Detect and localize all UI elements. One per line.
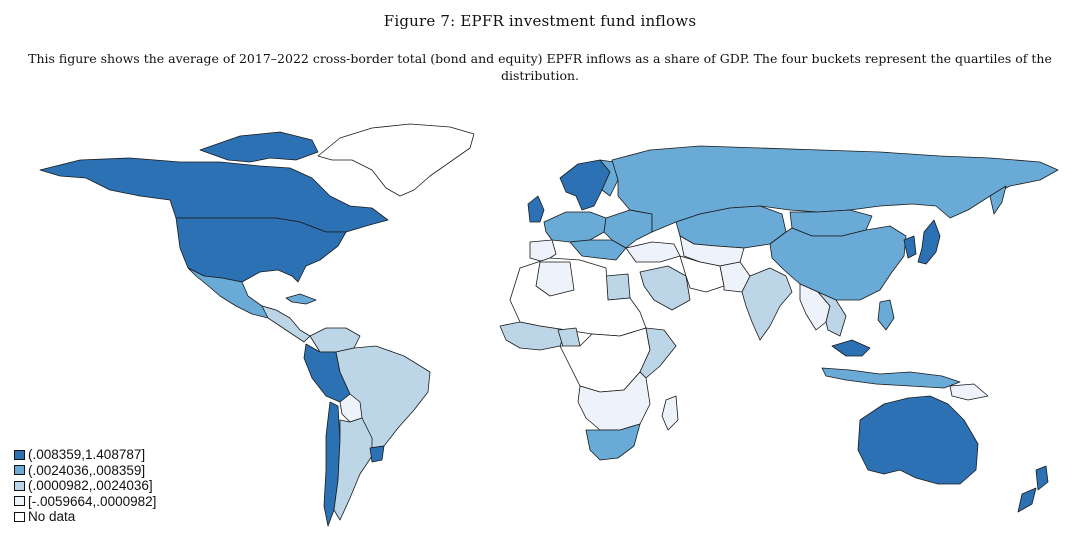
world-choropleth-map	[0, 110, 1080, 546]
region-new-zealand	[1017, 465, 1049, 513]
region-indonesia	[821, 367, 961, 389]
region-algeria-libya	[535, 261, 575, 297]
region-thailand-vietnam	[817, 291, 847, 337]
world-map-svg	[39, 123, 1059, 527]
legend-item-q4: (.008359,1.408787]	[14, 447, 156, 463]
legend-item-no-data: No data	[14, 509, 156, 525]
legend-label-no-data: No data	[28, 509, 76, 524]
legend-label-q2: (.0000982,.0024036]	[28, 478, 153, 493]
map-legend: (.008359,1.408787] (.0024036,.008359] (.…	[14, 447, 156, 525]
region-papua	[949, 383, 989, 401]
region-uruguay	[369, 445, 385, 463]
region-canada-arctic	[199, 131, 319, 163]
region-southern-africa	[577, 371, 651, 431]
legend-label-q3: (.0024036,.008359]	[28, 462, 146, 478]
region-argentina	[333, 417, 373, 521]
region-western-europe	[543, 211, 607, 243]
legend-swatch-q2	[14, 480, 25, 491]
region-turkey	[625, 241, 681, 263]
region-east-africa	[639, 327, 677, 379]
region-far-east	[989, 185, 1007, 215]
legend-item-q1: [-.0059664,.0000982]	[14, 494, 156, 510]
figure-title: Figure 7: EPFR investment fund inflows	[383, 12, 697, 30]
region-philippines	[877, 299, 895, 331]
region-caribbean	[285, 293, 317, 305]
region-saudi-arabia	[639, 265, 691, 311]
region-korea	[903, 235, 917, 259]
legend-swatch-no-data	[14, 511, 25, 522]
legend-swatch-q4	[14, 449, 25, 460]
legend-label-q4: (.008359,1.408787]	[28, 447, 146, 462]
region-uk	[527, 195, 545, 223]
region-egypt	[605, 273, 631, 301]
figure-caption: This figure shows the average of 2017–20…	[28, 51, 1052, 83]
region-canada	[39, 157, 389, 233]
region-south-africa	[585, 423, 641, 461]
region-malaysia	[831, 339, 871, 357]
legend-item-q3: (.0024036,.008359]	[14, 463, 156, 479]
region-madagascar	[661, 395, 679, 431]
region-scandinavia	[559, 159, 611, 211]
legend-label-q1: [-.0059664,.0000982]	[28, 493, 157, 509]
region-southern-europe	[569, 239, 627, 261]
legend-swatch-q3	[14, 465, 25, 476]
legend-swatch-q1	[14, 496, 25, 507]
region-japan	[917, 219, 941, 265]
region-central-america	[261, 305, 311, 343]
region-russia	[611, 145, 1059, 233]
region-australia	[857, 395, 979, 485]
legend-item-q2: (.0000982,.0024036]	[14, 478, 156, 494]
region-greenland	[317, 123, 475, 197]
region-china	[769, 225, 907, 301]
region-india	[741, 267, 793, 341]
region-iran	[679, 255, 725, 293]
